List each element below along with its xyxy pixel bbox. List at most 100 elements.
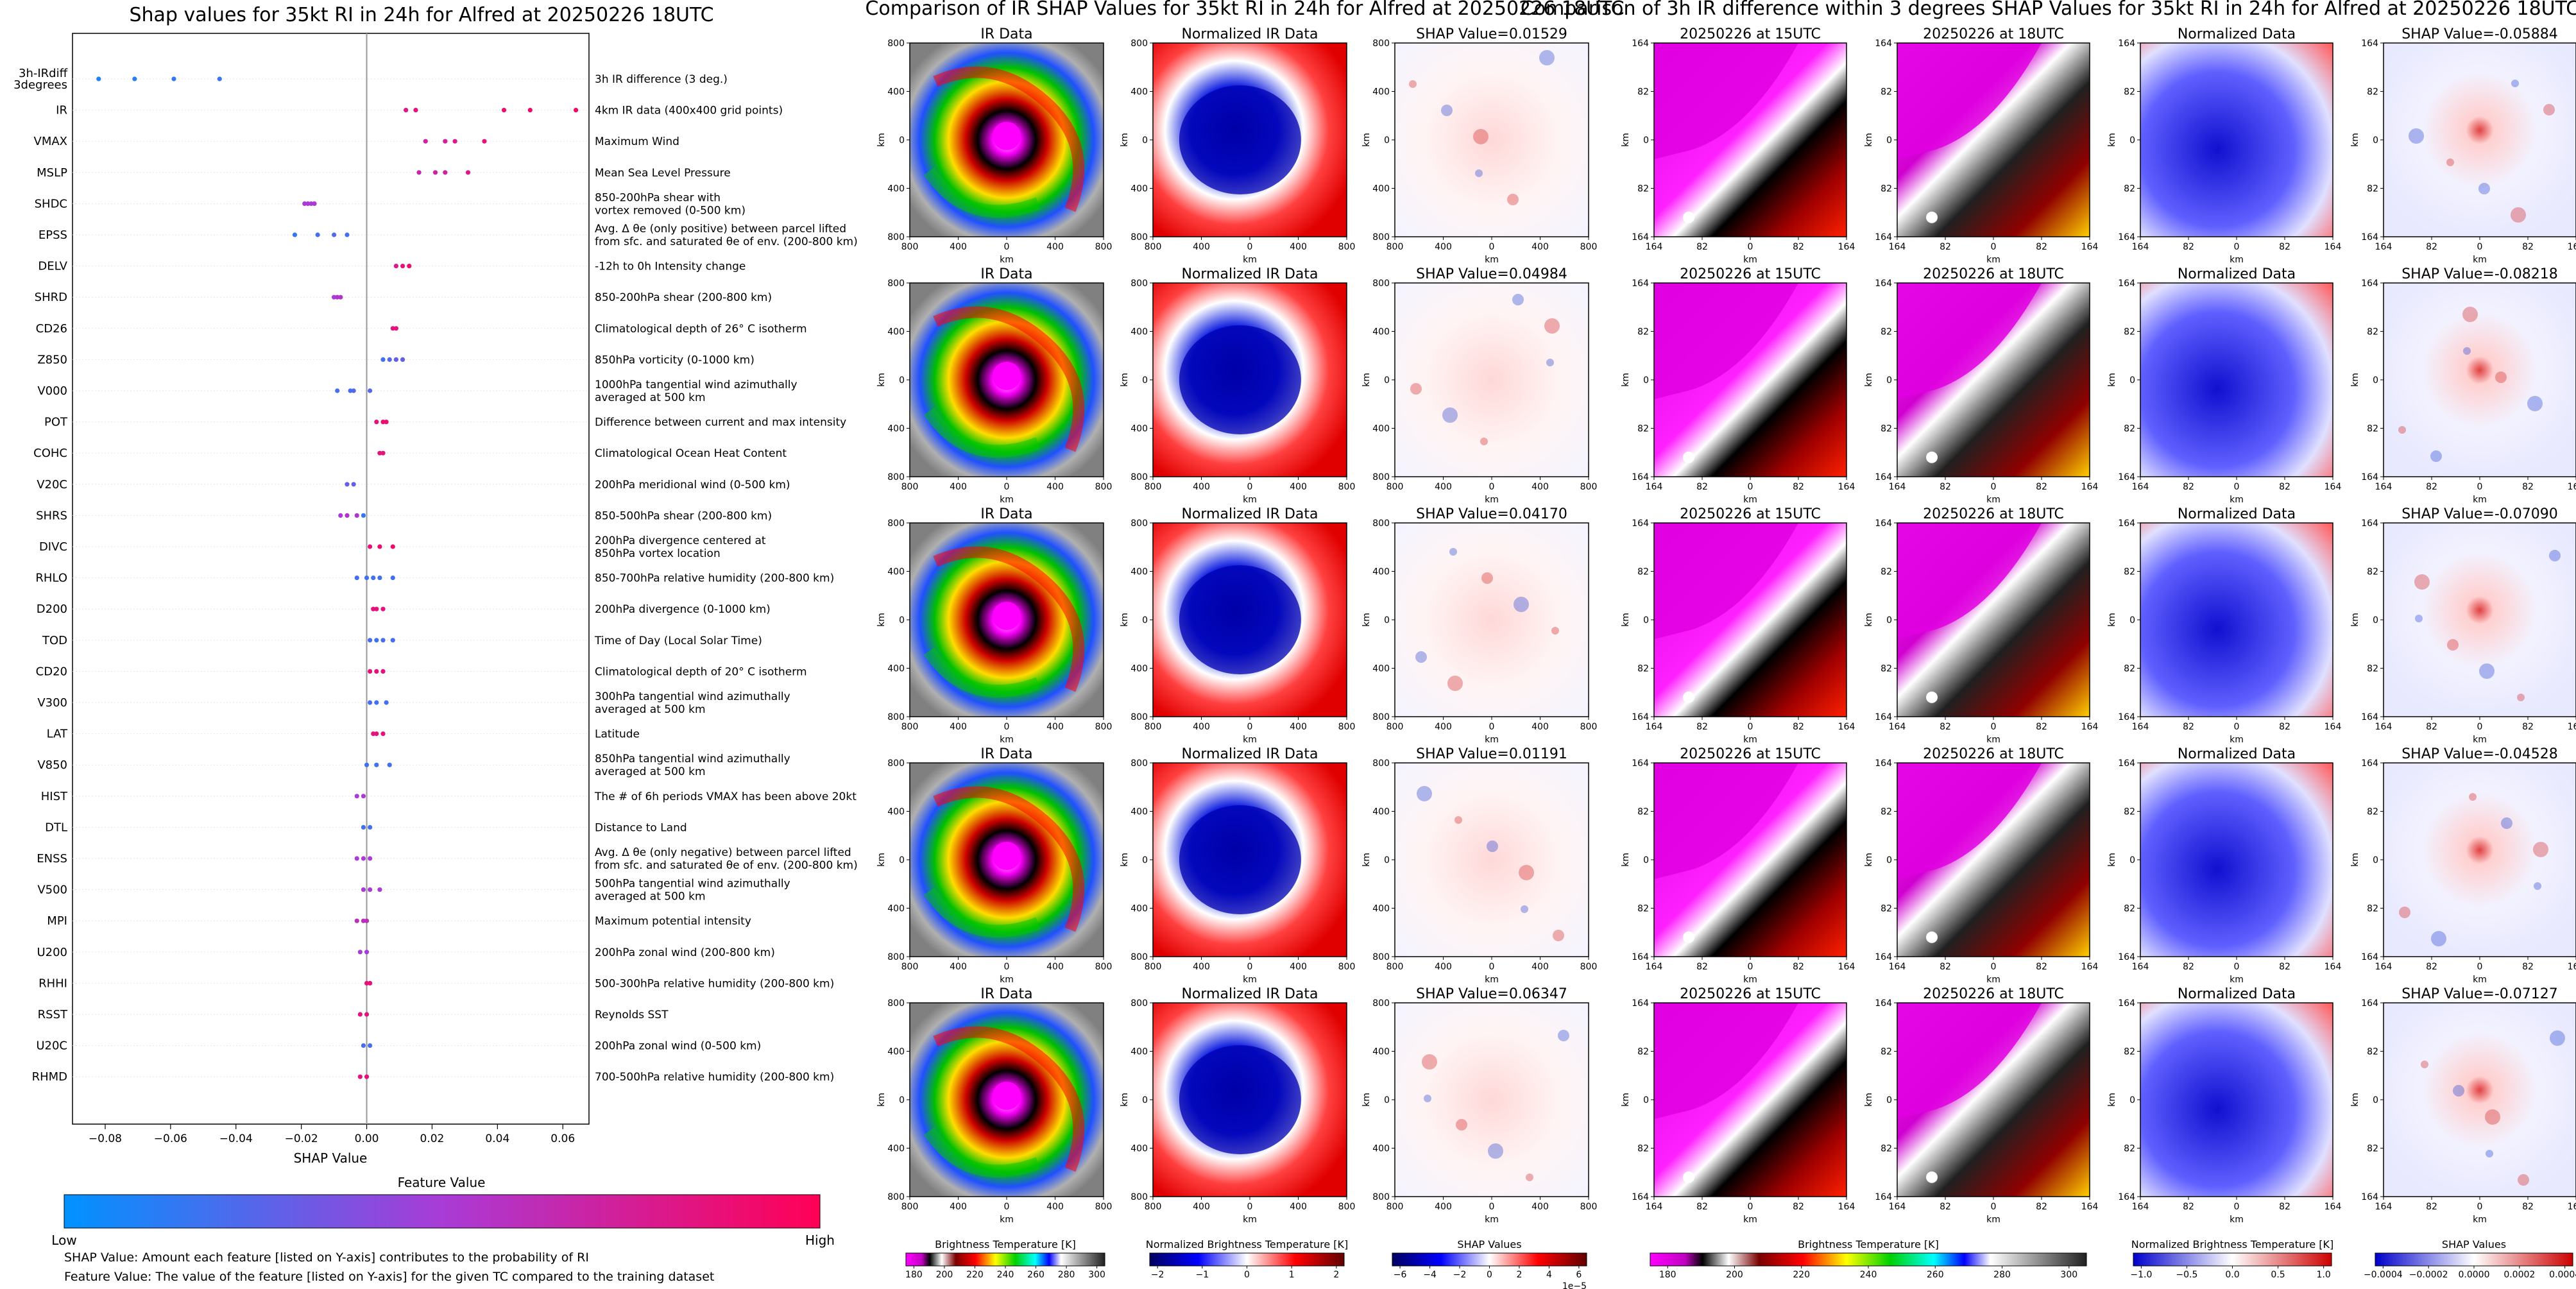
feature-description: averaged at 500 km <box>595 765 706 778</box>
panel-x-label: km <box>1485 1215 1499 1225</box>
colorbar-tick-label: 6 <box>1576 1270 1582 1280</box>
panel-y-tick-label: 164 <box>2118 518 2135 529</box>
shap-blob <box>2453 1085 2464 1097</box>
panel-x-tick-label: 82 <box>2183 482 2194 492</box>
panel-x-tick-label: 164 <box>2568 242 2576 252</box>
panel-x-tick-label: 800 <box>1145 482 1162 492</box>
panel-x-tick-label: 800 <box>1338 722 1356 732</box>
feature-description: Avg. Δ θe (only positive) between parcel… <box>595 223 846 235</box>
shap-blob <box>2478 183 2490 194</box>
ir-band-shape <box>923 647 1041 698</box>
panel-x-tick-label: 800 <box>1580 962 1598 972</box>
shap-point <box>368 669 373 674</box>
panel-x-tick-label: 82 <box>2183 962 2194 972</box>
panel-title: Normalized IR Data <box>1181 266 1318 282</box>
panel-y-label: km <box>1120 853 1130 867</box>
feature-colorbar-title: Feature Value <box>398 1175 486 1190</box>
colorbar-label: Normalized Brightness Temperature [K] <box>1146 1238 1349 1251</box>
cloud-dot-shape <box>1926 691 1938 703</box>
shap-x-ticks: −0.08 −0.06 −0.04 −0.02 0.00 0.02 0.04 0.06 <box>89 1124 575 1145</box>
panel-y-tick-label: 400 <box>1130 184 1148 194</box>
panel-image <box>2384 1003 2576 1197</box>
panel-y-tick-label: 0 <box>1643 615 1649 626</box>
shap-blob <box>2486 1150 2493 1157</box>
panel-y-label: km <box>2107 1093 2117 1107</box>
colorbar-tick-label: −2 <box>1453 1270 1467 1280</box>
shap-blob <box>1544 318 1560 334</box>
panel-x-tick-label: 0 <box>1991 1202 1997 1212</box>
panel-y-tick-label: 164 <box>1632 518 1649 529</box>
panel-x-tick-label: 400 <box>1193 962 1210 972</box>
feature-label: SHRS <box>36 509 67 522</box>
panel-y-tick-label: 82 <box>2124 184 2135 194</box>
feature-label: U20C <box>36 1039 67 1053</box>
panel-x-tick-label: 400 <box>1290 722 1307 732</box>
panel-x-tick-label: 0 <box>2477 482 2483 492</box>
feature-description: 300hPa tangential wind azimuthally <box>595 690 790 703</box>
panel-image <box>2384 523 2576 717</box>
feature-colorbar-high: High <box>805 1233 835 1248</box>
panel-y-tick-label: 82 <box>2367 1047 2378 1057</box>
colorbar <box>1392 1252 1587 1267</box>
feature-label: V000 <box>37 384 67 398</box>
feature-description: Climatological depth of 20° C isotherm <box>595 665 807 678</box>
shap-point <box>368 700 373 705</box>
panel-x-tick-label: 0 <box>2477 242 2483 252</box>
colorbar-tick-label: 220 <box>966 1270 984 1280</box>
panel-y-tick-label: 800 <box>1130 518 1148 529</box>
panel-y-tick-label: 164 <box>1632 472 1649 482</box>
panel-y-tick-label: 164 <box>2361 998 2378 1009</box>
ir-eye-shape <box>993 601 1021 630</box>
shap-point <box>380 731 386 737</box>
panel-x-tick-label: 82 <box>1940 722 1951 732</box>
panel-x-tick-label: 164 <box>2081 482 2099 492</box>
panel-x-label: km <box>1243 255 1257 265</box>
panel-x-tick-label: 82 <box>1696 962 1708 972</box>
panel-x-tick-label: 82 <box>2426 242 2437 252</box>
panel-image <box>2384 283 2576 477</box>
shap-blob <box>1475 169 1483 177</box>
panel-x-label: km <box>2473 255 2487 265</box>
panel-x-tick-label: 800 <box>1145 1202 1162 1212</box>
panel-x-label: km <box>1485 735 1499 745</box>
panel-x-tick-label: 400 <box>1046 722 1064 732</box>
panel-x-tick-label: 800 <box>1386 242 1404 252</box>
panel-y-tick-label: 164 <box>1875 1192 1892 1202</box>
shap-point <box>393 264 398 269</box>
panel-y-tick-label: 800 <box>887 758 905 769</box>
shap-point <box>312 201 317 206</box>
panel-y-tick-label: 82 <box>2367 664 2378 674</box>
panel-x-tick-label: 0 <box>1004 482 1010 492</box>
panel-y-tick-label: 0 <box>899 855 905 866</box>
feature-label: SHRD <box>35 291 67 304</box>
shap-point <box>354 794 359 799</box>
panel-y-tick-label: 800 <box>1372 998 1390 1009</box>
panel-y-tick-label: 800 <box>1130 232 1148 243</box>
panel-x-tick-label: 164 <box>1838 242 1855 252</box>
shap-point <box>404 108 409 113</box>
panel-y-tick-label: 82 <box>2124 664 2135 674</box>
feature-label: RSST <box>38 1008 68 1021</box>
shap-point <box>374 731 379 737</box>
colorbar-tick-label: 0.5 <box>2271 1270 2285 1280</box>
panel-x-tick-label: 0 <box>1247 482 1253 492</box>
ir-band-shape <box>933 306 1085 452</box>
panel-y-label: km <box>1621 133 1631 147</box>
panel-y-tick-label: 164 <box>2118 278 2135 289</box>
shap-point <box>377 576 382 581</box>
panel-y-tick-label: 164 <box>1875 758 1892 769</box>
panel-x-label: km <box>1243 975 1257 985</box>
panel-y-tick-label: 0 <box>1886 855 1892 866</box>
panel-x-label: km <box>1485 975 1499 985</box>
cold-cloud-shape <box>1654 1003 1798 1120</box>
panel-y-tick-label: 0 <box>2129 135 2135 146</box>
panel-x-tick-label: 0 <box>1748 962 1753 972</box>
shap-point <box>380 357 386 363</box>
feature-description: 200hPa divergence (0-1000 km) <box>595 603 771 616</box>
panel-x-tick-label: 400 <box>1435 962 1452 972</box>
